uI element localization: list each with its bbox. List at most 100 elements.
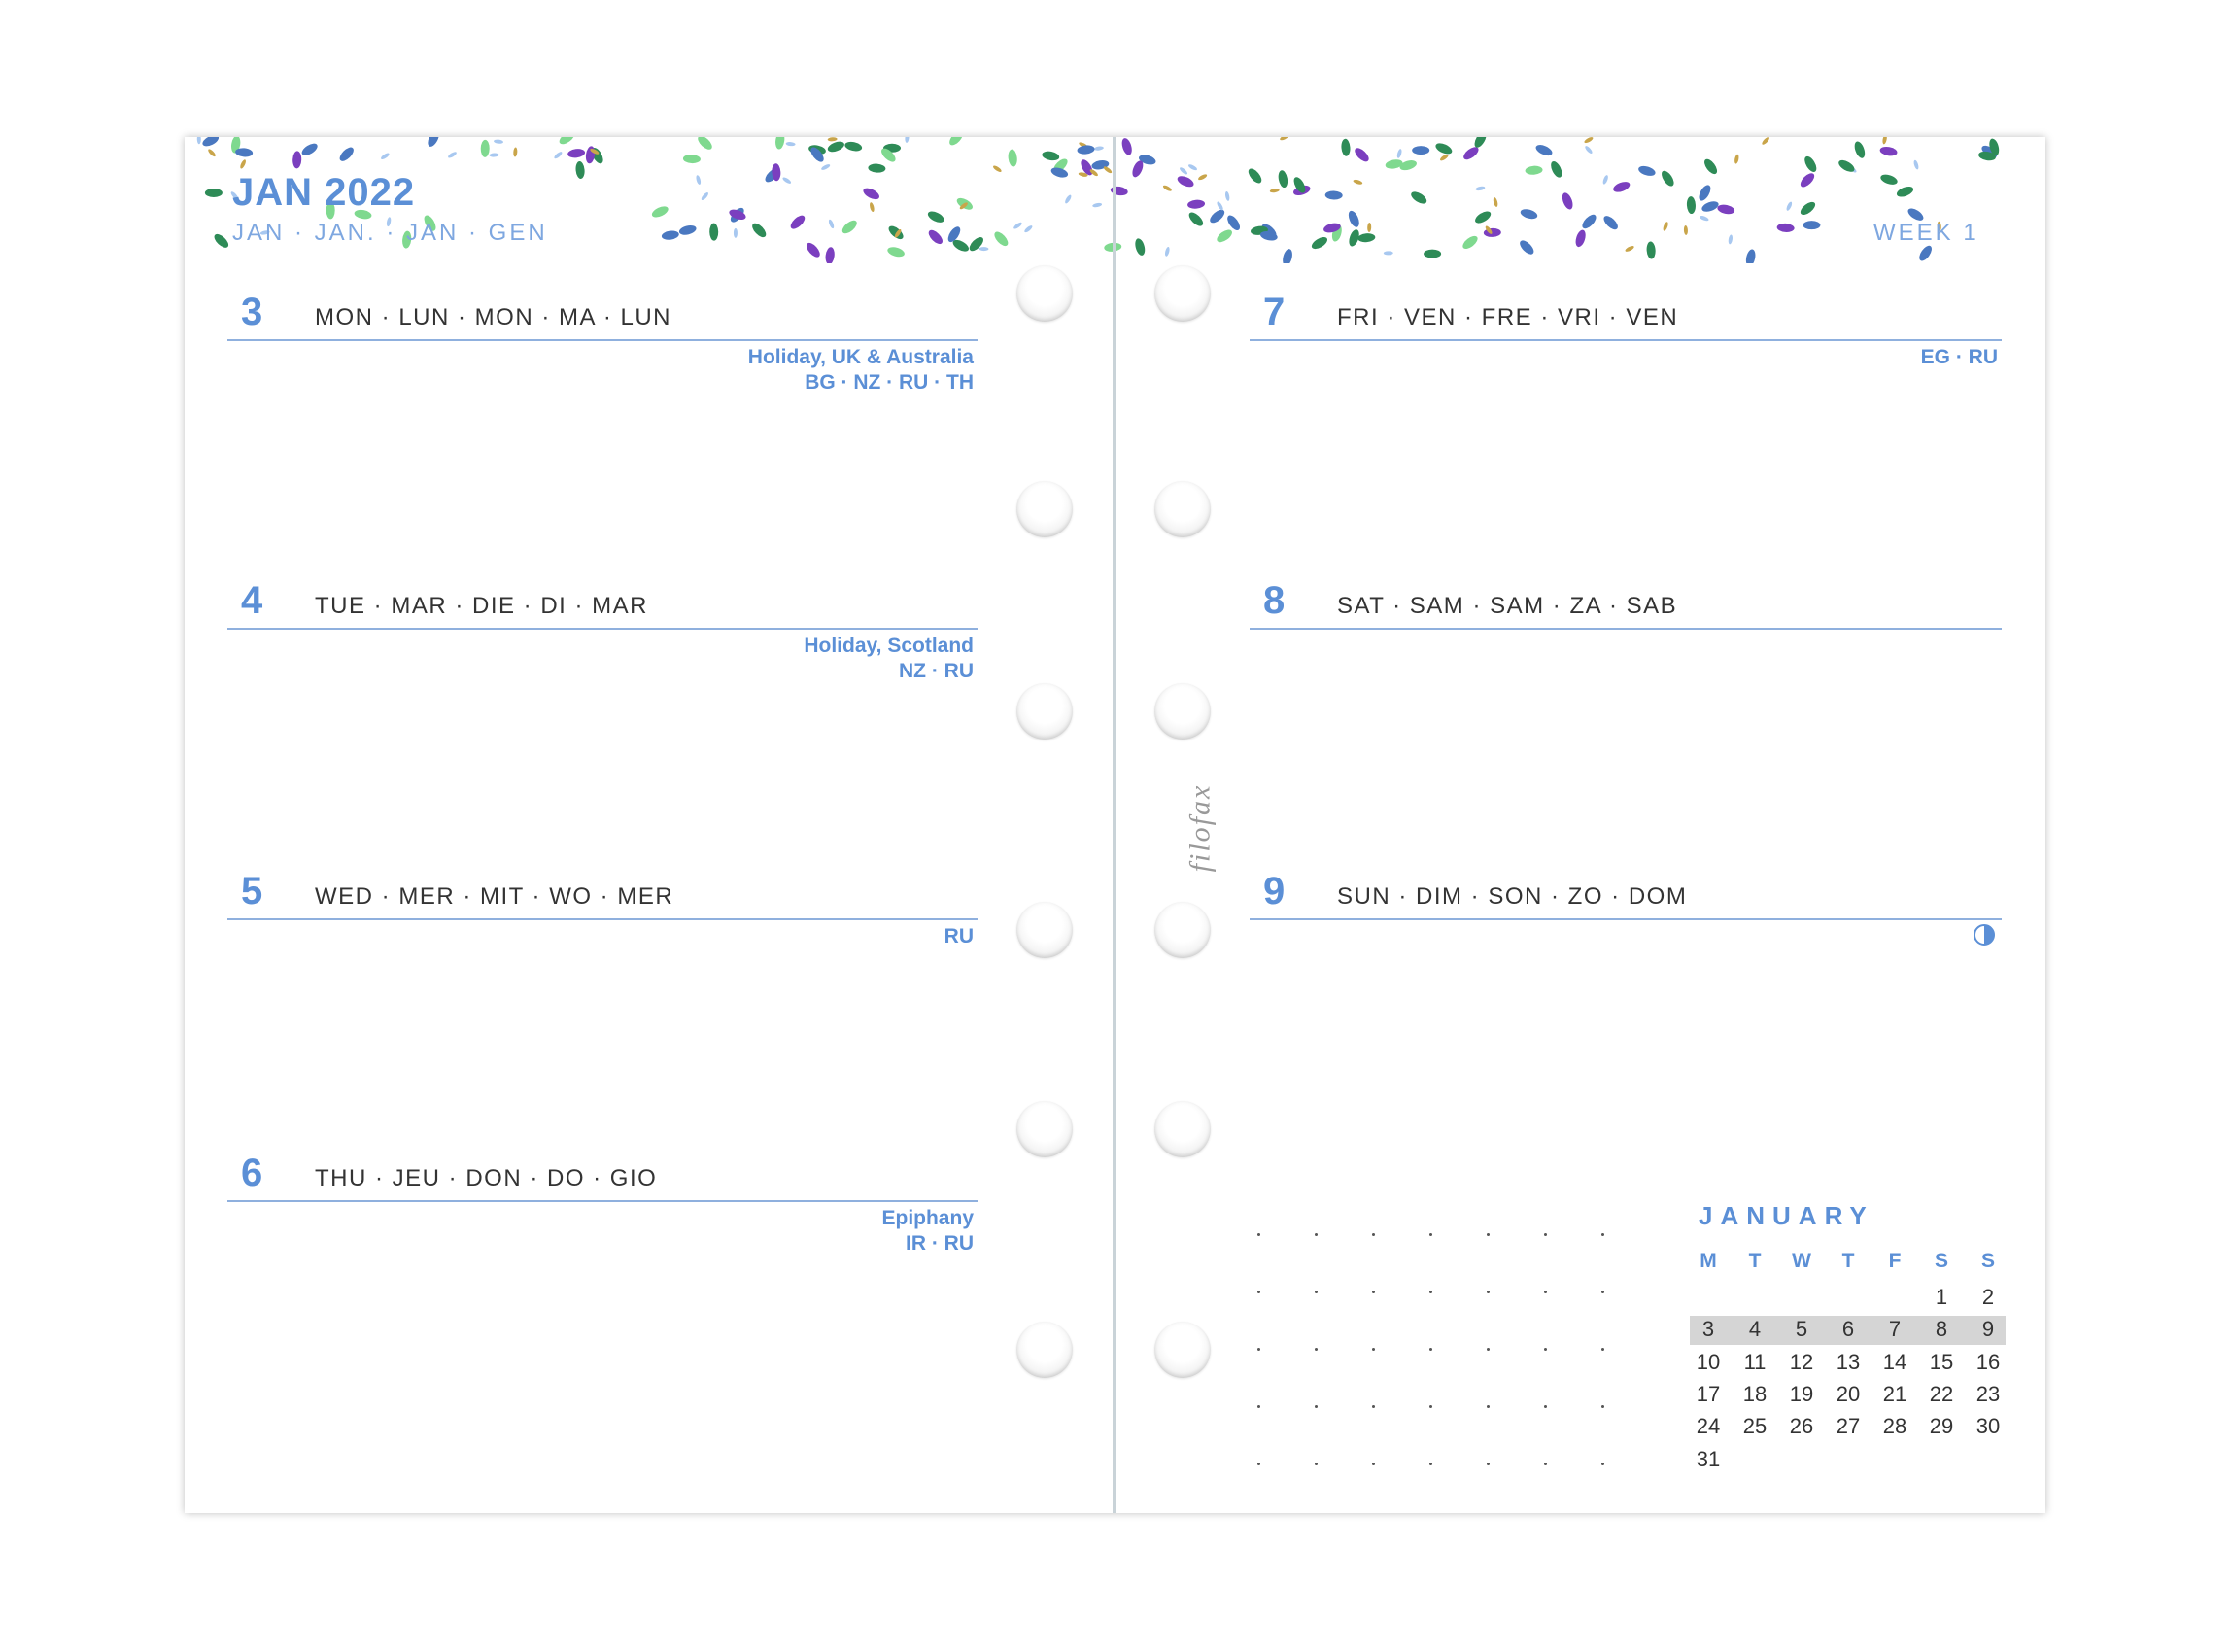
leaf <box>1800 201 1816 216</box>
grid-dot <box>1372 1291 1375 1293</box>
day-names: TUE · MAR · DIE · DI · MAR <box>315 593 648 619</box>
leaf <box>1474 137 1487 148</box>
mini-calendar-month: JANUARY <box>1699 1201 1874 1230</box>
grid-dot <box>1257 1233 1260 1236</box>
leaf <box>1683 224 1688 235</box>
leaf <box>1520 209 1538 220</box>
calendar-day[interactable]: 27 <box>1836 1414 1861 1439</box>
leaf <box>554 152 563 159</box>
binder-ring-hole <box>1154 1322 1211 1378</box>
calendar-day[interactable]: 12 <box>1789 1349 1814 1374</box>
calendar-day[interactable]: 25 <box>1742 1414 1768 1439</box>
leaf <box>559 137 575 145</box>
binder-ring-hole <box>1016 683 1073 740</box>
calendar-day[interactable]: 30 <box>1975 1414 2001 1439</box>
grid-dot <box>1257 1291 1260 1293</box>
leaf <box>1348 210 1359 227</box>
calendar-day[interactable]: 17 <box>1696 1381 1721 1406</box>
leaf <box>1077 145 1095 155</box>
day-rule <box>1250 628 2002 630</box>
leaf <box>1042 151 1060 161</box>
weekday-header: T <box>1748 1250 1762 1272</box>
calendar-day[interactable]: 26 <box>1789 1414 1814 1439</box>
calendar-day[interactable]: 10 <box>1696 1349 1721 1374</box>
binder-ring-hole <box>1016 902 1073 958</box>
holiday-name: Epiphany <box>881 1207 974 1229</box>
calendar-day[interactable]: 11 <box>1743 1349 1767 1374</box>
day-names: THU · JEU · DON · DO · GIO <box>315 1165 658 1191</box>
day-number: 5 <box>241 870 263 912</box>
leaf <box>827 141 844 153</box>
leaf <box>1349 229 1359 247</box>
calendar-day[interactable]: 22 <box>1929 1381 1954 1406</box>
leaf <box>1937 221 1941 231</box>
binder-ring-hole <box>1154 481 1211 537</box>
calendar-day[interactable]: 31 <box>1696 1446 1721 1471</box>
leaf <box>1412 146 1430 155</box>
leaf <box>380 153 390 160</box>
leaf <box>1224 190 1230 201</box>
leaf <box>354 209 372 220</box>
spine-divider <box>1113 137 1116 1513</box>
calendar-day[interactable]: 18 <box>1742 1381 1768 1406</box>
day-rule <box>227 628 978 630</box>
leaf <box>1520 240 1534 255</box>
calendar-day[interactable]: 3 <box>1701 1317 1715 1342</box>
leaf <box>1717 204 1735 215</box>
calendar-day[interactable]: 19 <box>1789 1381 1814 1406</box>
binder-ring-hole <box>1016 481 1073 537</box>
leaf <box>1585 146 1593 155</box>
leaf <box>402 230 412 249</box>
leaf <box>979 247 989 252</box>
holiday-countries: EG · RU <box>1920 346 1998 368</box>
calendar-day[interactable]: 15 <box>1929 1349 1954 1374</box>
holiday-countries: BG · NZ · RU · TH <box>805 371 974 394</box>
calendar-day[interactable]: 29 <box>1929 1414 1954 1439</box>
leaf <box>1475 186 1486 191</box>
leaf <box>927 211 944 223</box>
leaf <box>1078 172 1088 177</box>
calendar-day[interactable]: 7 <box>1888 1317 1902 1342</box>
calendar-day[interactable]: 24 <box>1696 1414 1721 1439</box>
leaf <box>1217 229 1232 243</box>
leaf <box>1013 222 1022 229</box>
leaf <box>1880 174 1898 185</box>
grid-dot <box>1601 1405 1604 1408</box>
month-translations: JAN · JAN. · JAN · GEN <box>232 220 548 246</box>
leaf <box>230 191 238 200</box>
week-label: WEEK 1 <box>1873 220 1979 246</box>
leaf <box>969 236 983 252</box>
leaf <box>752 223 767 238</box>
calendar-day[interactable]: 13 <box>1836 1349 1861 1374</box>
leaf <box>1686 196 1696 215</box>
calendar-day[interactable]: 9 <box>1981 1317 1995 1342</box>
calendar-day[interactable]: 23 <box>1975 1381 2001 1406</box>
leaf <box>1575 229 1586 248</box>
calendar-day[interactable]: 4 <box>1748 1317 1762 1342</box>
leaf <box>1989 138 2000 156</box>
leaf <box>1367 223 1372 233</box>
day-names: SUN · DIM · SON · ZO · DOM <box>1337 883 1688 910</box>
calendar-day[interactable]: 20 <box>1836 1381 1861 1406</box>
leaf <box>1139 155 1156 165</box>
calendar-day[interactable]: 6 <box>1841 1317 1855 1342</box>
leaf <box>1584 137 1594 144</box>
calendar-day[interactable]: 5 <box>1795 1317 1808 1342</box>
calendar-day[interactable]: 8 <box>1935 1317 1948 1342</box>
calendar-day[interactable]: 2 <box>1981 1285 1995 1309</box>
leaf <box>1089 169 1098 177</box>
calendar-day[interactable]: 14 <box>1882 1349 1907 1374</box>
calendar-day[interactable]: 16 <box>1975 1349 2001 1374</box>
leaf <box>1424 249 1442 258</box>
day-rule <box>227 1200 978 1202</box>
day-names: FRI · VEN · FRE · VRI · VEN <box>1337 304 1679 330</box>
leaf <box>994 231 1009 247</box>
grid-dot <box>1372 1233 1375 1236</box>
calendar-day[interactable]: 21 <box>1882 1381 1907 1406</box>
calendar-day[interactable]: 28 <box>1882 1414 1907 1439</box>
leaf <box>1907 208 1924 221</box>
leaf <box>1463 147 1479 160</box>
leaf <box>1132 160 1144 178</box>
holiday-info: Holiday, UK & Australia BG · NZ · RU · TH <box>748 345 974 396</box>
calendar-day[interactable]: 1 <box>1935 1285 1948 1309</box>
